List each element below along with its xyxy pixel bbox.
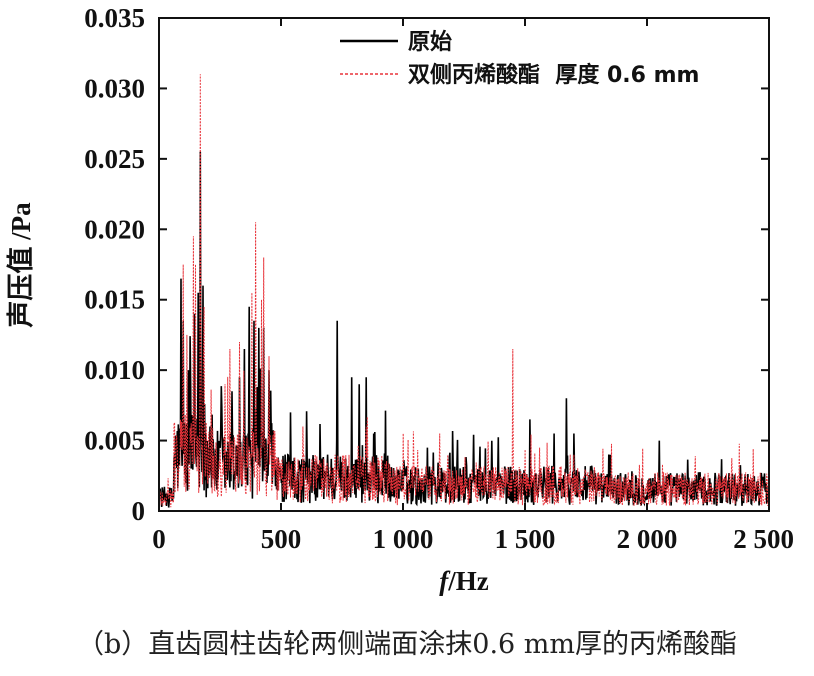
y-tick-label: 0 <box>132 496 146 526</box>
x-tick-label: 1 000 <box>373 524 434 554</box>
y-tick-label: 0.020 <box>84 214 145 244</box>
y-tick-label: 0.025 <box>84 144 145 174</box>
x-tick-label: 1 500 <box>495 524 556 554</box>
figure-caption: （b）直齿圆柱齿轮两侧端面涂抹0.6 mm厚的丙烯酸酯 <box>76 629 737 660</box>
x-tick-label: 2 500 <box>733 524 794 554</box>
legend-label-acrylate: 双侧丙烯酸酯 厚度 0.6 mm <box>408 62 699 88</box>
legend-label-original: 原始 <box>408 29 452 55</box>
y-tick-label: 0.015 <box>84 285 145 315</box>
y-tick-label: 0.010 <box>84 355 145 385</box>
x-tick-label: 500 <box>261 524 302 554</box>
x-tick-label: 2 000 <box>617 524 678 554</box>
plot-frame <box>158 17 770 512</box>
series-line-acrylate <box>159 74 769 508</box>
legend: 原始 双侧丙烯酸酯 厚度 0.6 mm <box>340 29 699 88</box>
y-tick-label: 0.005 <box>84 426 145 456</box>
x-axis-title: f/Hz <box>439 566 489 596</box>
y-tick-label: 0.035 <box>84 3 145 33</box>
series-line-original <box>159 151 769 508</box>
y-axis-title: 声压值 /Pa <box>6 202 36 328</box>
x-tick-label: 0 <box>152 524 166 554</box>
y-tick-label: 0.030 <box>84 73 145 103</box>
